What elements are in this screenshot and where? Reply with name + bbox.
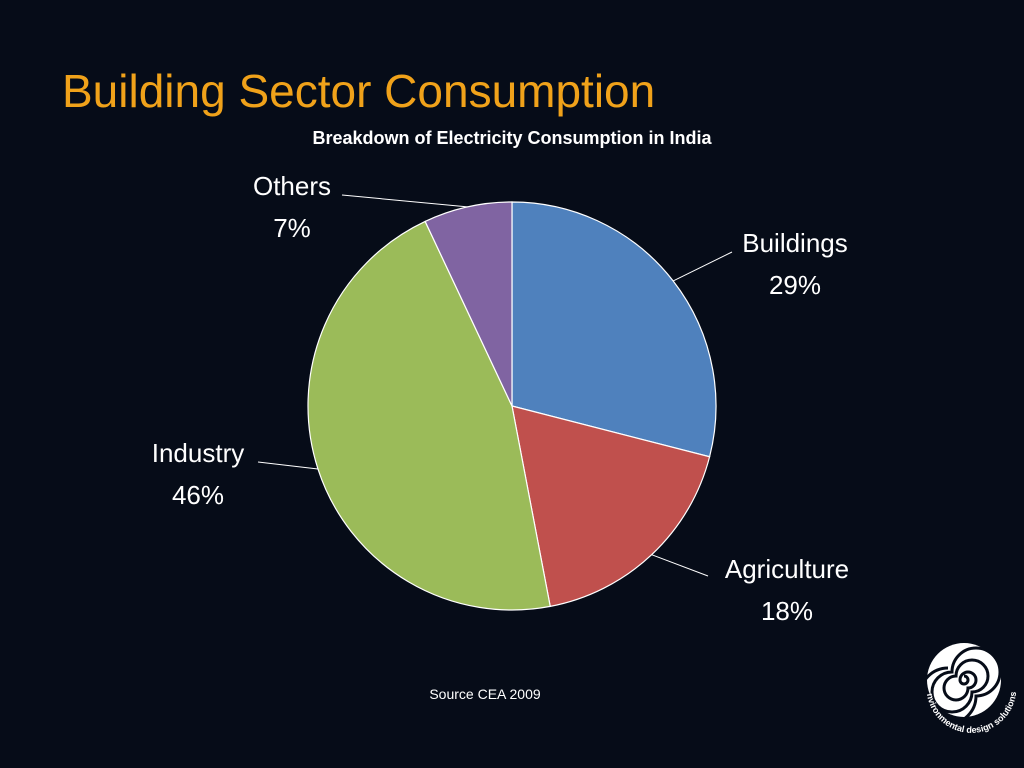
pie-slices: [307, 201, 717, 611]
pie-label-buildings: Buildings: [742, 228, 848, 258]
chart-title: Breakdown of Electricity Consumption in …: [312, 128, 712, 148]
slide-title: Building Sector Consumption: [62, 65, 656, 117]
pie-labels: Buildings 29% Agriculture 18% Industry 46% Oth…: [152, 171, 849, 626]
pie-value-buildings: 29%: [769, 270, 821, 300]
source-note: Source CEA 2009: [429, 686, 541, 702]
leader-line-others: [341, 194, 468, 208]
pie-value-industry: 46%: [172, 480, 224, 510]
pie-value-agriculture: 18%: [761, 596, 813, 626]
spiral-logo: nvironmental design solutions: [918, 643, 1018, 735]
pie-value-others: 7%: [273, 213, 311, 243]
leader-lines: [257, 194, 733, 577]
pie-label-agriculture: Agriculture: [725, 554, 849, 584]
pie-label-industry: Industry: [152, 438, 245, 468]
pie-label-others: Others: [253, 171, 331, 201]
leader-line-buildings: [672, 251, 733, 282]
leader-line-industry: [257, 461, 319, 470]
leader-line-agriculture: [651, 554, 709, 577]
